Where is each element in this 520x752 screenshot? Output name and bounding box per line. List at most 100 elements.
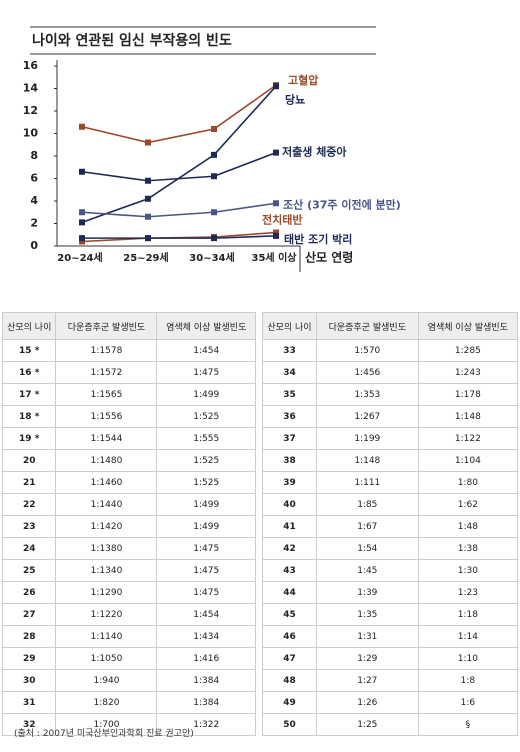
- cell: 49: [262, 691, 317, 714]
- cell: 1:475: [156, 361, 256, 384]
- cell: 1:1140: [55, 625, 158, 648]
- cell: 1:85: [315, 493, 419, 516]
- y-tick-label: 10: [23, 127, 39, 140]
- cell: 1:1420: [55, 515, 158, 538]
- cell: 1:1565: [55, 383, 158, 406]
- row: 21 1:1460 1:525: [1, 471, 256, 494]
- point: [145, 177, 151, 184]
- series-label: 저출생 체중아: [282, 145, 347, 159]
- y-tick-label: 8: [30, 149, 38, 162]
- series-line: [81, 84, 277, 144]
- cell: 1:35: [315, 603, 419, 626]
- cell: 1:104: [417, 449, 519, 472]
- cell: 20: [1, 449, 57, 472]
- y-tick-label: 4: [30, 194, 38, 207]
- cell: 1:1556: [55, 405, 158, 428]
- x-tick-label: 30~34세: [189, 251, 234, 264]
- header-cell: 염색체 이상 발생빈도: [417, 312, 519, 340]
- cell: 17 *: [1, 383, 57, 406]
- point: [273, 200, 279, 207]
- cell: 29: [1, 647, 57, 670]
- cell: 40: [262, 493, 317, 516]
- row: 32 1:700 1:322: [1, 713, 256, 736]
- cell: 19 *: [1, 427, 57, 450]
- cell: 48: [262, 669, 317, 692]
- cell: 43: [262, 559, 317, 582]
- x-tick-label: 20~24세: [57, 251, 102, 264]
- cell: 1:38: [417, 537, 519, 560]
- cell: 1:30: [417, 559, 519, 582]
- cell: 42: [262, 537, 317, 560]
- cell: 1:111: [315, 471, 419, 494]
- cell: 28: [1, 625, 57, 648]
- row: 22 1:1440 1:499: [1, 493, 256, 516]
- row: 49 1:26 1:6: [262, 691, 519, 714]
- point: [145, 213, 151, 220]
- cell: 1:45: [315, 559, 419, 582]
- cell: 38: [262, 449, 317, 472]
- cell: 1:384: [156, 669, 256, 692]
- cell: 1:940: [55, 669, 158, 692]
- row: 41 1:67 1:48: [262, 515, 519, 538]
- cell: 1:454: [156, 339, 256, 362]
- cell: 1:14: [417, 625, 519, 648]
- row: 15 * 1:1578 1:454: [1, 339, 256, 362]
- cell: 39: [262, 471, 317, 494]
- cell: 44: [262, 581, 317, 604]
- header-row: 산모의 나이 다운증후군 발생빈도 염색체 이상 발생빈도: [262, 312, 519, 340]
- cell: 1:6: [417, 691, 519, 714]
- cell: 1:1290: [55, 581, 158, 604]
- point: [145, 195, 151, 202]
- series-label: 고혈압: [288, 73, 318, 87]
- cell: 1:243: [417, 361, 519, 384]
- cell: 1:18: [417, 603, 519, 626]
- cell: 50: [262, 713, 317, 736]
- header-cell: 다운증후군 발생빈도: [315, 312, 419, 340]
- row: 28 1:1140 1:434: [1, 625, 256, 648]
- chart: 나이와 연관된 임신 부작용의 빈도 산모 연령 0 2 4 6 8 10 12 14 16 20…: [23, 26, 401, 272]
- point: [145, 235, 151, 242]
- cell: 37: [262, 427, 317, 450]
- cell: 32: [1, 713, 57, 736]
- cell: 24: [1, 537, 57, 560]
- cell: 31: [1, 691, 57, 714]
- cell: 1:353: [315, 383, 419, 406]
- cell: 47: [262, 647, 317, 670]
- cell: 1:525: [156, 449, 256, 472]
- cell: 18 *: [1, 405, 57, 428]
- table: 산모의 나이 다운증후군 발생빈도 염색체 이상 발생빈도 33 1:570 1:285 3…: [262, 312, 519, 736]
- row: 38 1:148 1:104: [262, 449, 519, 472]
- cell: 1:1050: [55, 647, 158, 670]
- cell: 1:148: [315, 449, 419, 472]
- cell: 1:454: [156, 603, 256, 626]
- cell: 1:199: [315, 427, 419, 450]
- series-line: [81, 151, 277, 182]
- x-tick-label: 25~29세: [123, 251, 168, 264]
- row: 25 1:1340 1:475: [1, 559, 256, 582]
- cell: 15 *: [1, 339, 57, 362]
- point: [145, 139, 151, 146]
- point: [79, 168, 85, 175]
- cell: 1:26: [315, 691, 419, 714]
- cell: 1:62: [417, 493, 519, 516]
- cell: 26: [1, 581, 57, 604]
- y-tick-label: 2: [30, 217, 38, 230]
- point: [79, 235, 85, 242]
- chart-title: 나이와 연관된 임신 부작용의 빈도: [32, 32, 232, 49]
- cell: 1:31: [315, 625, 419, 648]
- y-tick-label: 12: [23, 104, 38, 117]
- cell: 30: [1, 669, 57, 692]
- cell: 1:384: [156, 691, 256, 714]
- y-tick-label: 6: [30, 172, 38, 185]
- series-line: [81, 202, 277, 218]
- cell: 21: [1, 471, 57, 494]
- cell: 41: [262, 515, 317, 538]
- cell: 1:1544: [55, 427, 158, 450]
- x-tick-label: 35세 이상: [252, 251, 298, 264]
- cell: 1:8: [417, 669, 519, 692]
- cell: 1:700: [55, 713, 158, 736]
- cell: 27: [1, 603, 57, 626]
- row: 26 1:1290 1:475: [1, 581, 256, 604]
- cell: 1:1220: [55, 603, 158, 626]
